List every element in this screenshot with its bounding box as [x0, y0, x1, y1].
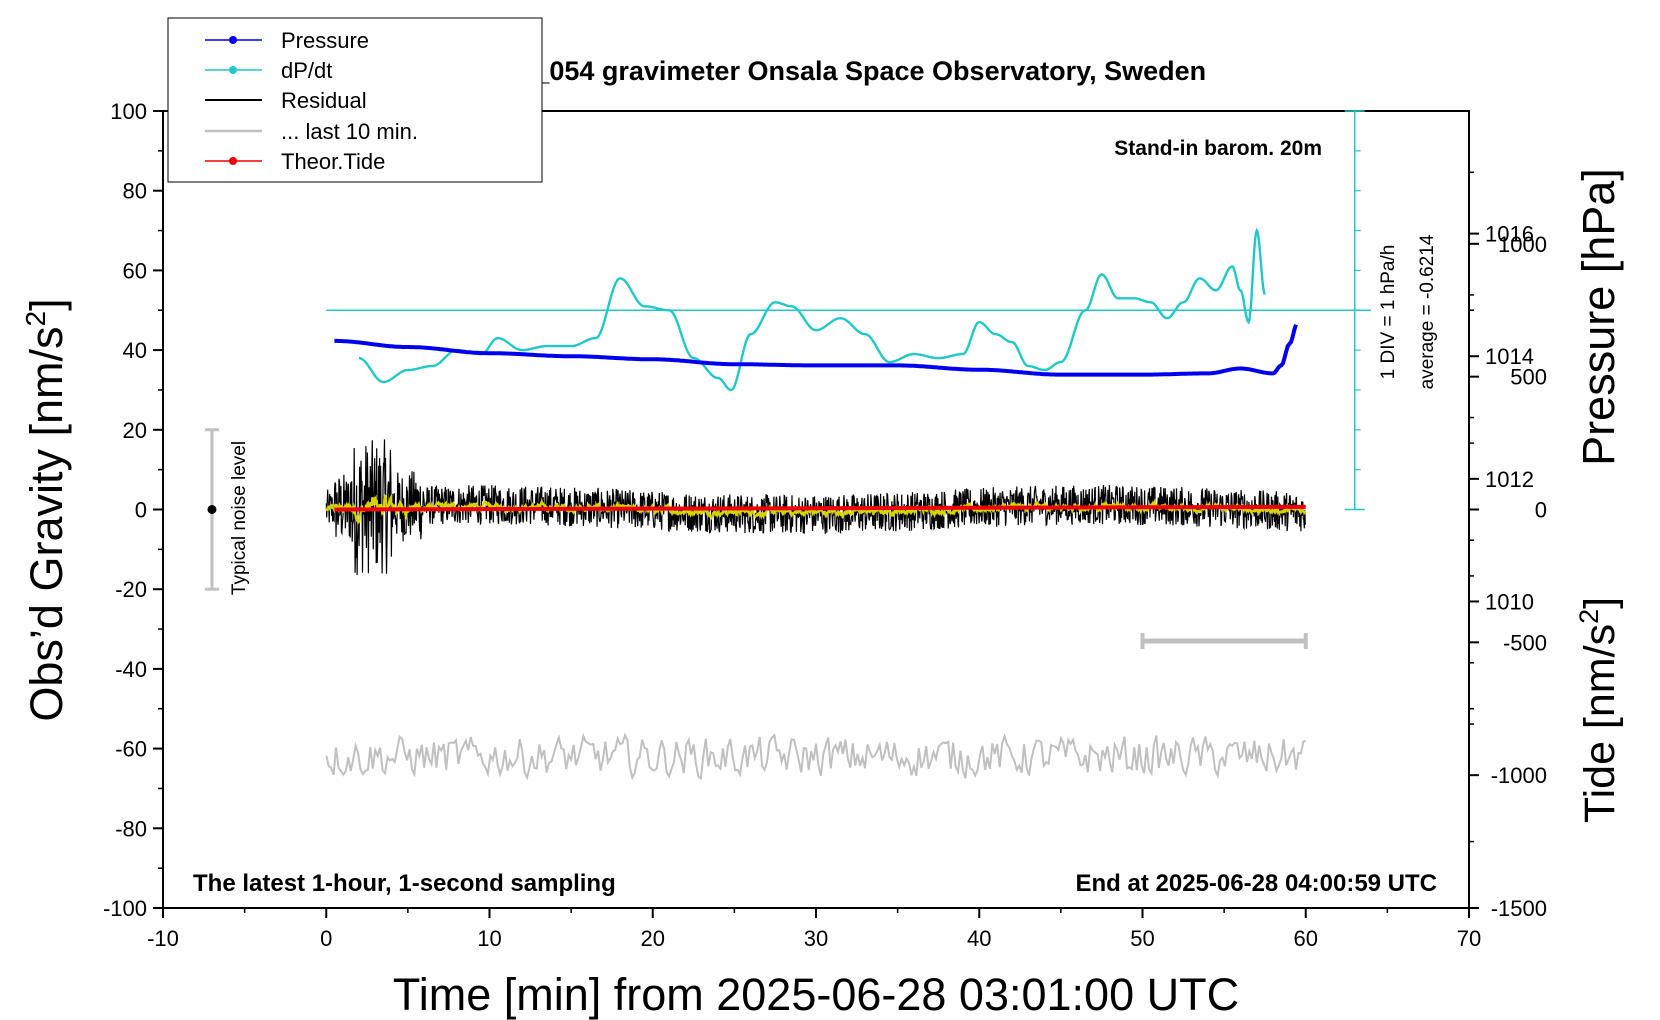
y-tick-label: -20	[115, 577, 147, 602]
legend-marker-tide	[229, 157, 237, 165]
chart-title: SCG_054 gravimeter Onsala Space Observat…	[476, 56, 1206, 86]
y-tick-label: 20	[123, 418, 147, 443]
y-tick-label: -40	[115, 657, 147, 682]
stand-in-label: Stand-in barom. 20m	[1114, 137, 1322, 160]
y-axis-left-label-sup: 2	[20, 311, 51, 327]
y-axis-left-label-end: ]	[21, 298, 72, 311]
x-tick-label: 60	[1294, 926, 1318, 951]
y-axis-left-label-main: Obs’d Gravity [nm/s	[21, 327, 72, 722]
legend-label-residual: Residual	[281, 88, 367, 113]
bottom-left-label: The latest 1-hour, 1-second sampling	[193, 870, 616, 897]
noise-label: Typical noise level	[229, 441, 250, 595]
dpdt-scale-axis	[1344, 110, 1365, 511]
legend-marker-pressure	[229, 36, 237, 44]
y-axis-tide-label-end: ]	[1576, 597, 1624, 609]
x-tick-label: 30	[804, 926, 828, 951]
series-dpdt-line	[358, 227, 1266, 392]
legend-label-last10: ... last 10 min.	[281, 119, 418, 144]
x-tick-label: 70	[1457, 926, 1481, 951]
tide-tick-label: -1500	[1491, 896, 1547, 921]
series-tide-line	[334, 504, 1306, 512]
scale-bar	[1140, 633, 1308, 650]
pressure-tick-label: 1010	[1485, 589, 1534, 614]
x-axis-ticks: -10 0 10 20 30 40 50 60 70	[147, 908, 1481, 951]
pressure-tick-label: 1016	[1485, 222, 1534, 247]
legend-item-dpdt: dP/dt	[205, 58, 332, 83]
tide-tick-label: 0	[1535, 498, 1547, 523]
noise-bar-center	[207, 505, 217, 514]
average-label: average = -0.6214	[1417, 234, 1438, 389]
y-tick-label: 100	[110, 99, 147, 124]
y-axis-tide-ticks: 1000 500 0 -500 -1000 -1500	[1469, 232, 1547, 921]
y-axis-left-ticks: 100 80 60 40 20 0 -20 -40 -60 -80 -100	[103, 99, 163, 921]
y-axis-pressure-ticks: 1016 1014 1012 1010	[1469, 171, 1534, 725]
tide-tick-label: 1000	[1498, 232, 1547, 257]
legend-marker-dpdt	[229, 66, 237, 74]
x-tick-label: 40	[967, 926, 991, 951]
series-last10-line	[325, 732, 1307, 781]
series-pressure-line	[334, 323, 1298, 377]
y-tick-label: -60	[115, 737, 147, 762]
y-axis-pressure-label: Pressure [hPa]	[1573, 168, 1624, 466]
y-tick-label: -80	[115, 816, 147, 841]
legend-item-pressure: Pressure	[205, 28, 369, 53]
y-tick-label: 80	[123, 179, 147, 204]
x-axis-label: Time [min] from 2025-06-28 03:01:00 UTC	[393, 969, 1239, 1020]
y-axis-tide-label: Tide [nm/s2]	[1574, 597, 1624, 823]
legend-label-pressure: Pressure	[281, 28, 369, 53]
div-label: 1 DIV = 1 hPa/h	[1378, 245, 1399, 380]
x-tick-label: 20	[641, 926, 665, 951]
legend-item-tide: Theor.Tide	[205, 149, 385, 174]
bottom-right-label: End at 2025-06-28 04:00:59 UTC	[1076, 870, 1438, 897]
legend-label-tide: Theor.Tide	[281, 149, 385, 174]
y-axis-tide-label-sup: 2	[1574, 609, 1604, 624]
pressure-tick-label: 1012	[1485, 467, 1534, 492]
y-tick-label: -100	[103, 896, 147, 921]
y-axis-tide-label-main: Tide [nm/s	[1576, 624, 1624, 823]
pressure-tick-label: 1014	[1485, 344, 1534, 369]
x-tick-label: 10	[477, 926, 501, 951]
tide-tick-label: 500	[1510, 365, 1547, 390]
legend: Pressure dP/dt Residual ... last 10 min.…	[167, 17, 543, 183]
y-tick-label: 40	[123, 338, 147, 363]
legend-label-dpdt: dP/dt	[281, 58, 332, 83]
x-tick-label: -10	[147, 926, 179, 951]
y-axis-left-label: Obs’d Gravity [nm/s2]	[20, 298, 72, 721]
legend-item-last10: ... last 10 min.	[205, 119, 418, 144]
noise-bar	[204, 428, 219, 591]
y-tick-label: 60	[123, 258, 147, 283]
x-tick-label: 50	[1130, 926, 1154, 951]
x-tick-label: 0	[320, 926, 332, 951]
y-tick-label: 0	[135, 498, 147, 523]
tide-tick-label: -500	[1503, 630, 1547, 655]
tide-tick-label: -1000	[1491, 763, 1547, 788]
legend-item-residual: Residual	[205, 88, 367, 113]
